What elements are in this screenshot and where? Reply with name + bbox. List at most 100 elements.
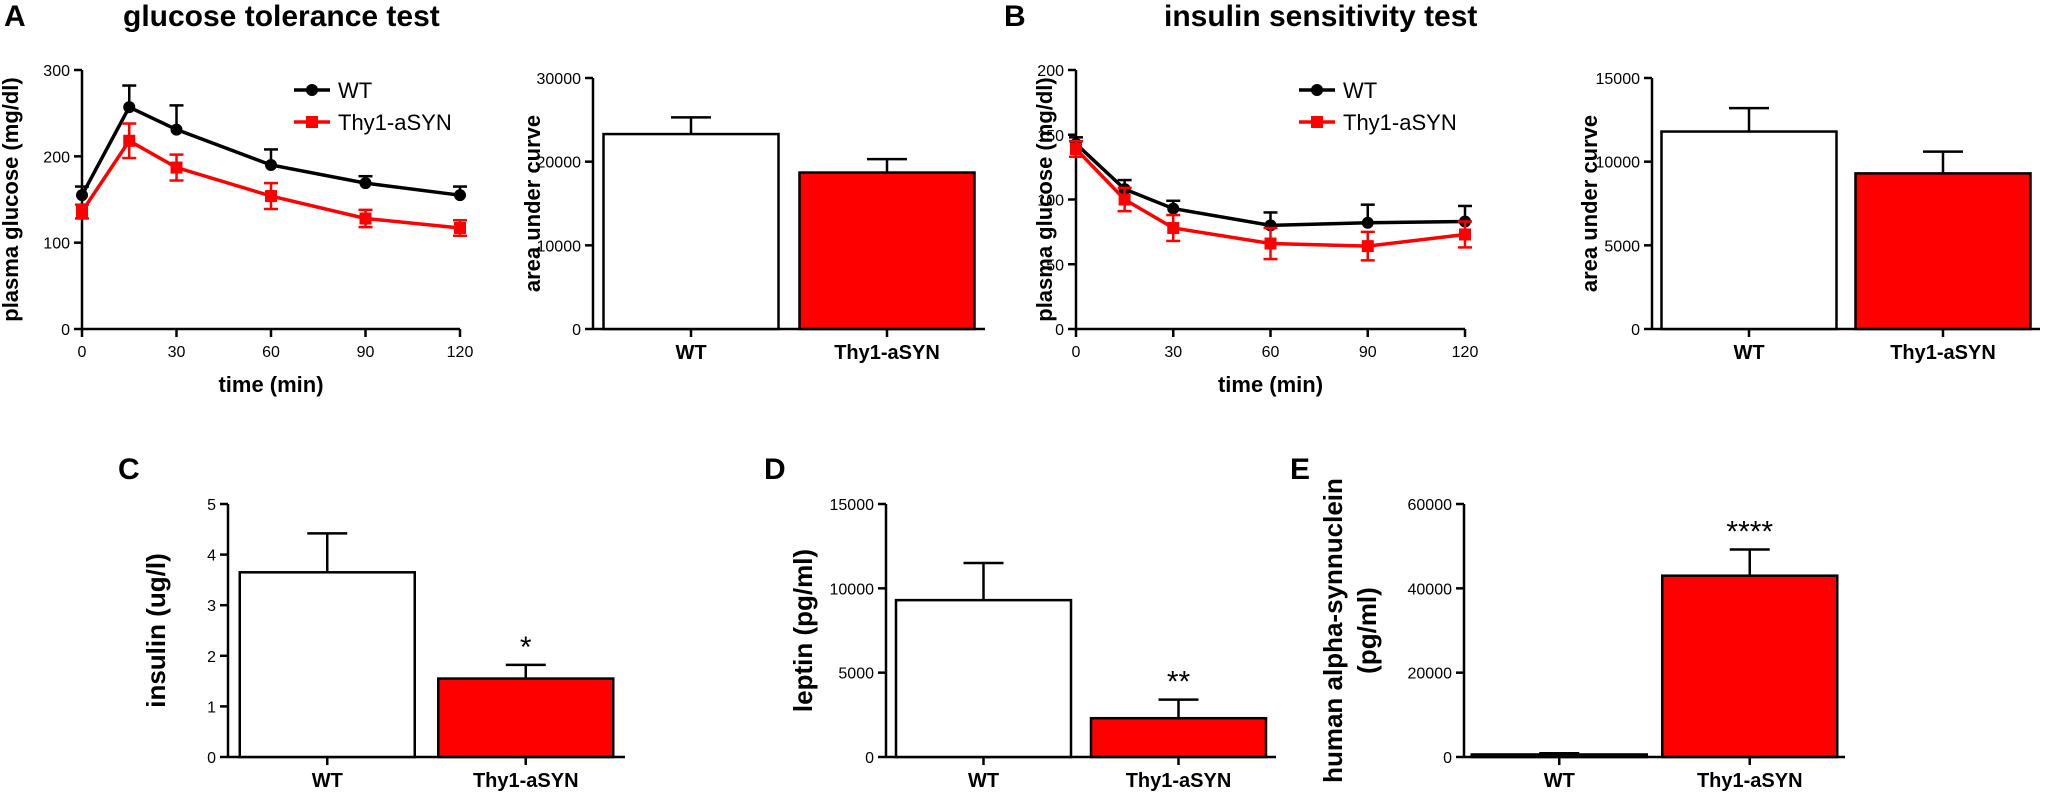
a-line-thy1-asyn-point-0 <box>76 205 88 218</box>
b-line-thy1-asyn-point-3 <box>1264 237 1277 250</box>
b-line-x-tick-label-0: 0 <box>1072 344 1081 361</box>
a-line-wt-point-2 <box>170 123 183 136</box>
e-bar-category-label-wt: WT <box>1544 770 1575 792</box>
e-bar-y-tick-label-0: 0 <box>1443 750 1452 767</box>
a-line-x-axis-label: time (min) <box>218 372 323 397</box>
d-bar-y-axis-label: leptin (pg/ml) <box>788 549 818 712</box>
b-line-y-tick-label-0: 0 <box>1055 322 1064 339</box>
e-bar-significance-thy1-asyn: **** <box>1726 516 1773 549</box>
b-line-thy1-asyn-point-2 <box>1167 221 1180 234</box>
b-line-x-tick-label-1: 30 <box>1164 344 1182 361</box>
panel-title-glucose-tolerance: glucose tolerance test <box>123 0 440 33</box>
a-bar-y-axis-label: area under curve <box>520 115 545 292</box>
b-bar-y-tick-label-3: 15000 <box>1596 71 1641 88</box>
a-line-series-wt <box>75 84 467 202</box>
c-bar-y-tick-label-5: 5 <box>207 497 216 514</box>
a-bar-y-tick-label-0: 0 <box>572 322 581 339</box>
a-line-thy1-asyn-point-3 <box>265 190 277 203</box>
a-bar-y-tick-label-1: 10000 <box>537 238 582 255</box>
b-bar-y-tick-label-0: 0 <box>1631 322 1640 339</box>
a-bar-y-tick-label-2: 20000 <box>537 155 582 172</box>
panel-letter-e: E <box>1290 453 1310 486</box>
c-bar-significance-thy1-asyn: * <box>520 631 532 664</box>
a-line-wt-line <box>80 104 461 197</box>
a-bar-y-tick-label-3: 30000 <box>537 71 582 88</box>
b-line-y-tick-label-4: 200 <box>1037 63 1064 80</box>
c-bar-y-tick-label-4: 4 <box>207 548 216 565</box>
a-line-wt-point-3 <box>265 158 277 171</box>
b-line-x-tick-label-3: 90 <box>1359 344 1377 361</box>
b-line-thy1-asyn-point-5 <box>1459 228 1471 241</box>
a-line-legend-label-thy1-asyn: Thy1-aSYN <box>338 110 452 135</box>
panel-title-insulin-sensitivity: insulin sensitivity test <box>1164 0 1477 33</box>
b-line-legend-marker-wt <box>1311 84 1323 96</box>
c-bar-y-tick-label-3: 3 <box>207 598 216 615</box>
d-bar-bar-thy1-asyn <box>1089 716 1268 759</box>
b-line-legend-label-wt: WT <box>1343 78 1377 103</box>
b-line-y-tick-label-3: 150 <box>1037 128 1064 145</box>
a-line-x-tick-label-3: 90 <box>357 344 375 361</box>
c-bar-y-tick-label-2: 2 <box>207 649 216 666</box>
a-line-y-axis-label: plasma glucose (mg/dl) <box>0 77 23 322</box>
panel-letter-b: B <box>1004 0 1026 33</box>
d-bar-category-label-thy1-asyn: Thy1-aSYN <box>1126 770 1232 792</box>
a-line-x-tick-label-4: 120 <box>447 344 474 361</box>
b-line-x-axis-label: time (min) <box>1218 372 1323 397</box>
e-bar-bar-wt <box>1470 753 1648 759</box>
a-line-thy1-asyn-point-5 <box>454 221 466 234</box>
a-bar-category-label-thy1-asyn: Thy1-aSYN <box>834 342 940 364</box>
a-line-x-tick-label-1: 30 <box>168 344 186 361</box>
panel-letter-c: C <box>118 453 140 486</box>
d-bar-y-tick-label-3: 15000 <box>830 497 875 514</box>
e-bar-chart: 0 20000 40000 60000 human alpha-synnuclein (p… <box>1318 478 1845 792</box>
e-bar-y-tick-label-3: 60000 <box>1408 497 1453 514</box>
b-line-thy1-asyn-point-0 <box>1070 142 1082 155</box>
b-bar-y-tick-label-2: 10000 <box>1596 155 1641 172</box>
a-line-wt-point-5 <box>454 189 466 202</box>
a-line-thy1-asyn-point-2 <box>170 161 183 174</box>
c-bar-category-label-wt: WT <box>312 770 343 792</box>
b-line-series-thy1-asyn <box>1069 139 1472 262</box>
a-line-thy1-asyn-point-1 <box>123 134 136 147</box>
d-bar-y-tick-label-2: 10000 <box>830 581 875 598</box>
e-bar-bar-thy1-asyn <box>1661 574 1839 759</box>
b-line-y-axis-label: plasma glucose (mg/dl) <box>1032 77 1057 322</box>
c-bar-y-tick-label-1: 1 <box>207 699 216 716</box>
b-bar-chart: 0 5000 10000 15000 area under curve WT Thy1-aS… <box>1577 71 2040 364</box>
a-line-series-thy1-asyn <box>75 122 467 238</box>
a-bar-chart: 0 10000 20000 30000 area under curve WT Thy1-a… <box>520 71 985 364</box>
b-line-thy1-asyn-point-1 <box>1118 193 1131 206</box>
d-bar-significance-thy1-asyn: ** <box>1167 666 1191 699</box>
b-line-legend-marker-thy1-asyn <box>1311 116 1323 128</box>
e-bar-y-tick-label-2: 40000 <box>1408 581 1453 598</box>
e-bar-y-axis-label-units: (pg/ml) <box>1352 587 1382 674</box>
e-bar-y-axis-label: human alpha-synnuclein <box>1318 478 1348 783</box>
panel-letter-d: D <box>764 453 786 486</box>
a-line-y-tick-label-1: 100 <box>43 236 70 253</box>
a-line-wt-point-1 <box>123 101 136 114</box>
c-bar-category-label-thy1-asyn: Thy1-aSYN <box>473 770 579 792</box>
a-line-legend-label-wt: WT <box>338 78 372 103</box>
b-line-x-tick-label-4: 120 <box>1452 344 1479 361</box>
c-bar-y-tick-label-0: 0 <box>207 750 216 767</box>
a-line-y-tick-label-3: 300 <box>43 63 70 80</box>
a-line-x-tick-label-0: 0 <box>78 344 87 361</box>
b-bar-category-label-wt: WT <box>1733 342 1764 364</box>
b-line-thy1-asyn-line <box>1074 147 1466 248</box>
c-bar-bar-wt <box>238 571 416 759</box>
b-line-legend-label-thy1-asyn: Thy1-aSYN <box>1343 110 1457 135</box>
d-bar-y-tick-label-0: 0 <box>865 750 874 767</box>
d-bar-y-tick-label-1: 5000 <box>838 666 874 683</box>
b-bar-bar-thy1-asyn <box>1854 172 2032 331</box>
a-line-y-tick-label-2: 200 <box>43 149 70 166</box>
b-line-y-tick-label-1: 50 <box>1046 257 1064 274</box>
c-bar-bar-thy1-asyn <box>437 677 615 759</box>
b-line-series-wt <box>1069 136 1472 232</box>
a-line-x-tick-label-2: 60 <box>262 344 280 361</box>
a-line-thy1-asyn-point-4 <box>359 212 372 225</box>
d-bar-chart: 0 5000 10000 15000 leptin (pg/ml) WT Thy1-aSYN… <box>788 497 1276 792</box>
b-line-thy1-asyn-point-4 <box>1361 240 1374 253</box>
a-line-thy1-asyn-line <box>80 138 461 230</box>
